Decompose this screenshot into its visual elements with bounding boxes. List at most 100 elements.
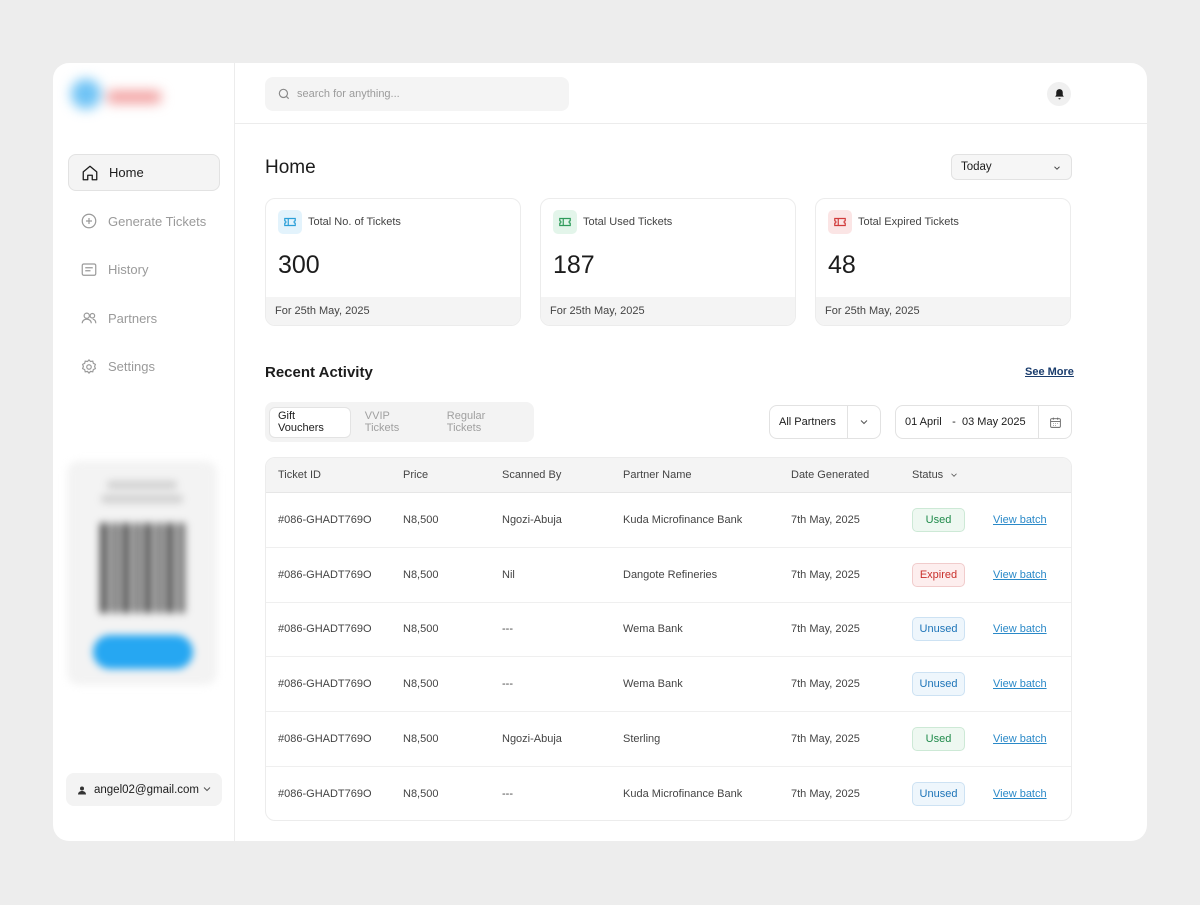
date-generated: 7th May, 2025	[791, 623, 860, 636]
sidebar-item-history[interactable]: History	[68, 251, 220, 288]
scanned-by: Nil	[502, 568, 515, 581]
table-header: Ticket ID Price Scanned By Partner Name …	[266, 458, 1071, 493]
sidebar-nav: Home Generate Tickets History Partners S…	[68, 154, 220, 397]
ticket-id: #086-GHADT769O	[278, 788, 372, 801]
recent-activity-title: Recent Activity	[265, 364, 373, 381]
sidebar-item-label: Settings	[108, 359, 155, 375]
sidebar-item-label: Home	[109, 165, 144, 180]
chevron-down-icon	[1054, 166, 1060, 170]
view-batch-link[interactable]: View batch	[993, 623, 1047, 636]
partner-name: Wema Bank	[623, 623, 683, 636]
sidebar-item-generate-tickets[interactable]: Generate Tickets	[68, 203, 220, 240]
scanned-by: Ngozi-Abuja	[502, 733, 562, 746]
partner-filter-toggle[interactable]	[847, 406, 880, 438]
partner-name: Dangote Refineries	[623, 568, 718, 581]
status-badge: Unused	[912, 617, 965, 642]
promo-button[interactable]	[93, 635, 193, 669]
sidebar-item-home[interactable]: Home	[68, 154, 220, 191]
plus-circle-icon	[81, 213, 97, 229]
scanned-by: ---	[502, 788, 513, 801]
stat-label: Total Used Tickets	[583, 216, 673, 228]
account-switcher[interactable]: angel02@gmail.com	[66, 773, 222, 806]
date-range-picker[interactable]: 01 April - 03 May 2025	[895, 405, 1072, 439]
price: N8,500	[403, 623, 439, 636]
see-more-link[interactable]: See More	[1025, 366, 1074, 378]
notifications-button[interactable]	[1047, 82, 1071, 106]
date-generated: 7th May, 2025	[791, 568, 860, 581]
stat-label: Total Expired Tickets	[858, 216, 959, 228]
price: N8,500	[403, 733, 439, 746]
date-generated: 7th May, 2025	[791, 788, 860, 801]
tab-gift-vouchers[interactable]: Gift Vouchers	[269, 406, 351, 438]
period-select[interactable]: Today	[951, 154, 1072, 180]
search-input[interactable]	[297, 88, 557, 100]
ticket-icon	[828, 210, 852, 234]
users-icon	[81, 312, 97, 324]
recent-activity-table: Ticket ID Price Scanned By Partner Name …	[265, 457, 1072, 821]
date-generated: 7th May, 2025	[791, 733, 860, 746]
stat-value: 48	[828, 251, 856, 279]
qr-code	[100, 523, 188, 613]
calendar-icon	[1049, 417, 1061, 428]
view-batch-link[interactable]: View batch	[993, 733, 1047, 746]
status-badge: Unused	[912, 782, 965, 807]
period-value: Today	[961, 161, 992, 173]
stat-card-used: Total Used Tickets 187 For 25th May, 202…	[540, 198, 796, 326]
partner-name: Sterling	[623, 733, 661, 746]
status-badge: Expired	[912, 562, 965, 587]
price: N8,500	[403, 678, 439, 691]
price: N8,500	[403, 568, 439, 581]
sidebar: Home Generate Tickets History Partners S…	[53, 63, 235, 841]
column-header: Ticket ID	[278, 469, 321, 481]
partner-name: Kuda Microfinance Bank	[623, 513, 743, 526]
scanned-by: ---	[502, 678, 513, 691]
table-row: #086-GHADT769O N8,500 Nil Dangote Refine…	[266, 548, 1071, 603]
chevron-down-icon	[203, 787, 211, 792]
gear-icon	[81, 358, 97, 374]
ticket-id: #086-GHADT769O	[278, 513, 372, 526]
partner-filter[interactable]: All Partners	[769, 405, 881, 439]
chevron-down-icon	[951, 473, 957, 477]
date-generated: 7th May, 2025	[791, 513, 860, 526]
view-batch-link[interactable]: View batch	[993, 788, 1047, 801]
partner-name: Wema Bank	[623, 678, 683, 691]
view-batch-link[interactable]: View batch	[993, 678, 1047, 691]
user-icon	[78, 786, 86, 794]
promo-card	[67, 461, 217, 685]
tab-regular-tickets[interactable]: Regular Tickets	[446, 410, 486, 434]
calendar-button[interactable]	[1038, 406, 1071, 438]
sidebar-item-settings[interactable]: Settings	[68, 348, 220, 385]
status-badge: Unused	[912, 672, 965, 697]
search-bar[interactable]	[265, 77, 569, 111]
sidebar-item-label: Generate Tickets	[108, 213, 207, 229]
column-header: Status	[912, 469, 944, 481]
column-header: Date Generated	[791, 469, 870, 481]
ticket-id: #086-GHADT769O	[278, 568, 372, 581]
view-batch-link[interactable]: View batch	[993, 568, 1047, 581]
price: N8,500	[403, 513, 439, 526]
sidebar-item-partners[interactable]: Partners	[68, 300, 220, 337]
logo	[67, 77, 167, 115]
tab-vvip-tickets[interactable]: VVIP Tickets	[364, 410, 400, 434]
bell-icon	[1054, 88, 1064, 99]
partner-name: Kuda Microfinance Bank	[623, 788, 743, 801]
stat-card-expired: Total Expired Tickets 48 For 25th May, 2…	[815, 198, 1071, 326]
ticket-id: #086-GHADT769O	[278, 623, 372, 636]
ticket-id: #086-GHADT769O	[278, 678, 372, 691]
status-sort-header[interactable]: Status	[912, 469, 993, 481]
stat-label: Total No. of Tickets	[308, 216, 401, 228]
table-row: #086-GHADT769O N8,500 --- Kuda Microfina…	[266, 767, 1071, 820]
stat-footer: For 25th May, 2025	[816, 297, 1070, 325]
status-badge: Used	[912, 507, 965, 532]
date-from: 01 April	[905, 416, 942, 428]
column-header: Scanned By	[502, 469, 562, 481]
view-batch-link[interactable]: View batch	[993, 513, 1047, 526]
date-generated: 7th May, 2025	[791, 678, 860, 691]
date-to: 03 May 2025	[962, 416, 1026, 428]
logo-wordmark	[107, 91, 161, 103]
table-row: #086-GHADT769O N8,500 --- Wema Bank 7th …	[266, 603, 1071, 658]
stat-value: 300	[278, 251, 320, 279]
price: N8,500	[403, 788, 439, 801]
date-separator: -	[952, 416, 956, 428]
topbar	[235, 63, 1147, 124]
